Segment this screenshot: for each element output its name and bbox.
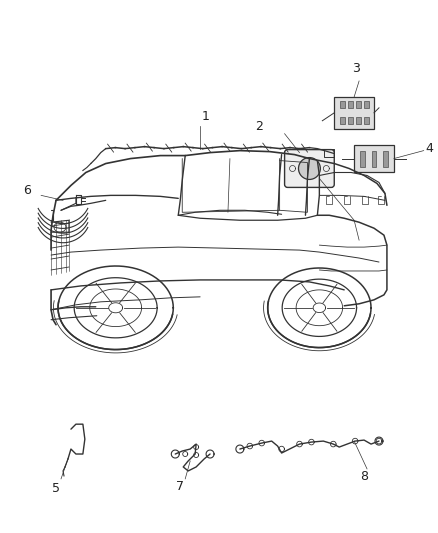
- Bar: [348, 101, 353, 108]
- Text: 4: 4: [426, 142, 434, 155]
- Bar: [340, 101, 345, 108]
- Bar: [360, 151, 364, 166]
- Bar: [356, 117, 360, 124]
- FancyBboxPatch shape: [285, 150, 334, 188]
- Text: 2: 2: [255, 120, 263, 133]
- Bar: [383, 151, 389, 166]
- Text: 8: 8: [360, 471, 368, 483]
- Bar: [356, 101, 360, 108]
- Bar: [348, 117, 353, 124]
- Text: 3: 3: [352, 62, 360, 75]
- Text: 1: 1: [202, 110, 210, 123]
- Bar: [364, 101, 368, 108]
- Bar: [371, 151, 377, 166]
- Bar: [354, 144, 394, 173]
- Bar: [334, 97, 374, 129]
- Bar: [340, 117, 345, 124]
- Bar: [364, 117, 368, 124]
- Text: 5: 5: [52, 482, 60, 495]
- Text: 7: 7: [176, 480, 184, 494]
- Text: 6: 6: [23, 184, 31, 197]
- Circle shape: [298, 158, 320, 180]
